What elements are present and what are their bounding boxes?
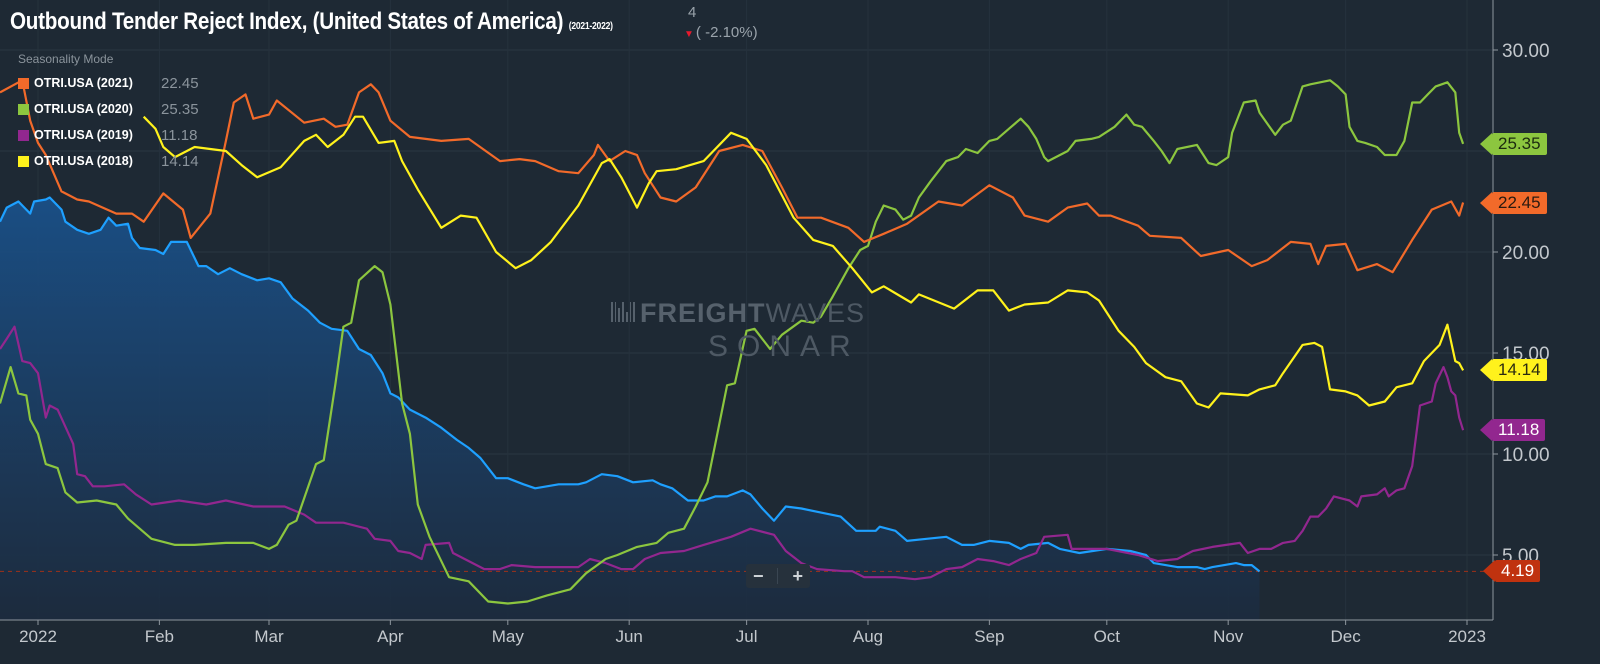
legend-item-2018[interactable]: OTRI.USA (2018) 14.14 [18, 148, 199, 174]
x-tick-label: Feb [145, 627, 174, 646]
legend-value: 11.18 [161, 126, 198, 144]
x-tick-label: Apr [377, 627, 404, 646]
legend-swatch [18, 129, 29, 141]
gridlines [0, 49, 1493, 556]
arrow-down-icon: ▼ [684, 29, 694, 40]
legend-label: OTRI.USA (2020) [34, 102, 133, 116]
legend: Seasonality Mode OTRI.USA (2021) 22.45 OT… [18, 52, 199, 174]
legend-label: OTRI.USA (2019) [34, 128, 133, 142]
watermark-brand-bold: FREIGHT [640, 298, 766, 328]
series-line-2018[interactable] [142, 115, 1465, 409]
watermark-brand-light: WAVES [765, 298, 866, 328]
legend-swatch [18, 155, 29, 167]
legend-value: 22.45 [161, 74, 199, 92]
last-value-tag-current: 4.19 [1482, 560, 1541, 583]
x-tick-label: Nov [1213, 627, 1244, 646]
x-tick-label: Sep [974, 627, 1004, 646]
series-line-2019[interactable] [0, 325, 1465, 581]
watermark-product: SONAR [708, 330, 860, 363]
legend-swatch [18, 77, 29, 89]
title-text: Outbound Tender Reject Index, (United St… [10, 8, 564, 35]
last-value-tag-2020: 25.35 [1480, 132, 1547, 155]
y-tick-label: 30.00 [1502, 41, 1550, 62]
series-line-2020[interactable] [0, 79, 1465, 605]
y-tick-label: 20.00 [1502, 243, 1550, 264]
x-tick-label: Aug [853, 627, 883, 646]
series-lines [0, 79, 1465, 605]
legend-item-2021[interactable]: OTRI.USA (2021) 22.45 [18, 70, 199, 96]
x-tick-label: Oct [1094, 627, 1121, 646]
legend-value: 25.35 [161, 100, 199, 118]
y-tick-label: 10.00 [1502, 445, 1550, 466]
x-tick-label: 2023 [1448, 627, 1486, 646]
legend-item-2020[interactable]: OTRI.USA (2020) 25.35 [18, 96, 199, 122]
freightwaves-logo-icon [611, 302, 636, 322]
series-line-current[interactable] [0, 196, 1261, 573]
area-layer [0, 197, 1260, 620]
x-tick-label: 2022 [19, 627, 57, 646]
seasonality-mode-label: Seasonality Mode [18, 52, 114, 66]
zoom-control-divider [777, 568, 779, 584]
x-tick-label: Mar [254, 627, 284, 646]
series-area-current [0, 197, 1260, 620]
last-value-tag-2021: 22.45 [1480, 191, 1547, 214]
zoom-out-button[interactable]: − [752, 565, 764, 586]
change-indicator: ▼( -2.10%) [684, 24, 758, 41]
legend-value: 14.14 [161, 152, 199, 170]
x-tick-label: Jul [736, 627, 758, 646]
zoom-control: − + [746, 564, 810, 588]
title-range: (2021-2022) [568, 21, 613, 32]
last-value-tag-2018: 14.14 [1480, 359, 1547, 382]
zoom-in-button[interactable]: + [792, 565, 803, 586]
legend-label: OTRI.USA (2021) [34, 76, 133, 90]
legend-item-2019[interactable]: OTRI.USA (2019) 11.18 [18, 122, 199, 148]
change-percent: ( -2.10%) [695, 24, 758, 41]
x-tick-label: Dec [1331, 627, 1362, 646]
chart-title: Outbound Tender Reject Index, (United St… [10, 8, 613, 36]
last-value-tag-2019: 11.18 [1479, 419, 1546, 442]
axes: 2022 Feb Mar Apr May Jun Jul Aug Sep Oct Nov Dec 202… [0, 0, 1550, 646]
legend-label: OTRI.USA (2018) [34, 154, 133, 168]
watermark-brand: FREIGHTWAVES [640, 298, 865, 329]
series-line-2021[interactable] [0, 79, 1465, 274]
x-tick-label: May [492, 627, 525, 646]
legend-swatch [18, 103, 29, 115]
change-count: 4 [688, 4, 697, 21]
x-tick-label: Jun [615, 627, 642, 646]
